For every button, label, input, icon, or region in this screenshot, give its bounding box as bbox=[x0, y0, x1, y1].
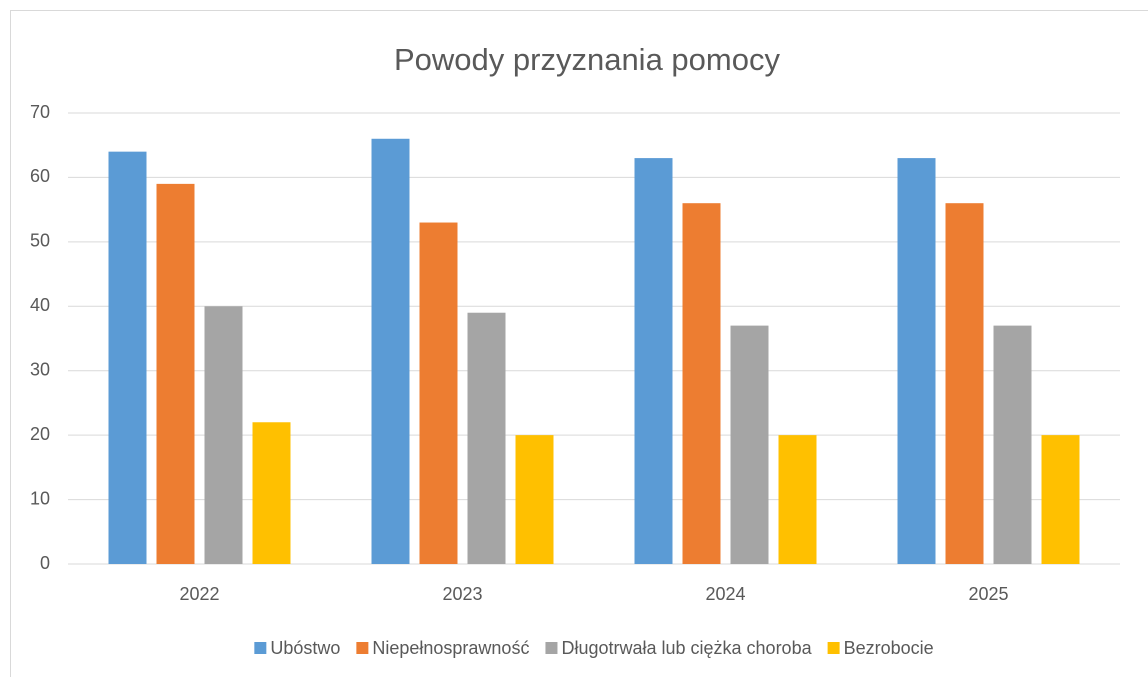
bar bbox=[371, 138, 410, 564]
legend-swatch bbox=[356, 642, 369, 654]
bar bbox=[682, 203, 721, 564]
x-tick-label: 2024 bbox=[705, 584, 745, 604]
bar bbox=[108, 151, 147, 564]
y-tick-label: 30 bbox=[30, 359, 50, 379]
legend-swatch bbox=[545, 642, 558, 654]
y-tick-label: 0 bbox=[40, 553, 50, 573]
legend-label: Bezrobocie bbox=[844, 638, 934, 658]
bar bbox=[467, 312, 506, 564]
bar bbox=[419, 222, 458, 564]
bar bbox=[634, 158, 673, 564]
bar bbox=[778, 435, 817, 564]
x-tick-label: 2025 bbox=[968, 584, 1008, 604]
y-tick-label: 40 bbox=[30, 295, 50, 315]
x-tick-label: 2023 bbox=[442, 584, 482, 604]
legend-label: Długotrwała lub ciężka choroba bbox=[561, 638, 812, 658]
bar bbox=[204, 306, 243, 564]
bar bbox=[1041, 435, 1080, 564]
bar bbox=[730, 325, 769, 564]
y-tick-label: 70 bbox=[30, 102, 50, 122]
bar bbox=[156, 183, 195, 564]
bar bbox=[993, 325, 1032, 564]
legend-label: Ubóstwo bbox=[270, 638, 340, 658]
legend-swatch bbox=[254, 642, 267, 654]
legend-label: Niepełnosprawność bbox=[372, 638, 529, 658]
y-tick-label: 50 bbox=[30, 231, 50, 251]
y-tick-label: 60 bbox=[30, 166, 50, 186]
bar bbox=[515, 435, 554, 564]
chart-title: Powody przyznania pomocy bbox=[394, 42, 780, 77]
y-tick-label: 20 bbox=[30, 424, 50, 444]
legend-swatch bbox=[827, 642, 840, 654]
bar bbox=[945, 203, 984, 564]
bar bbox=[897, 158, 936, 564]
y-tick-label: 10 bbox=[30, 488, 50, 508]
x-tick-label: 2022 bbox=[179, 584, 219, 604]
bar bbox=[252, 422, 291, 564]
